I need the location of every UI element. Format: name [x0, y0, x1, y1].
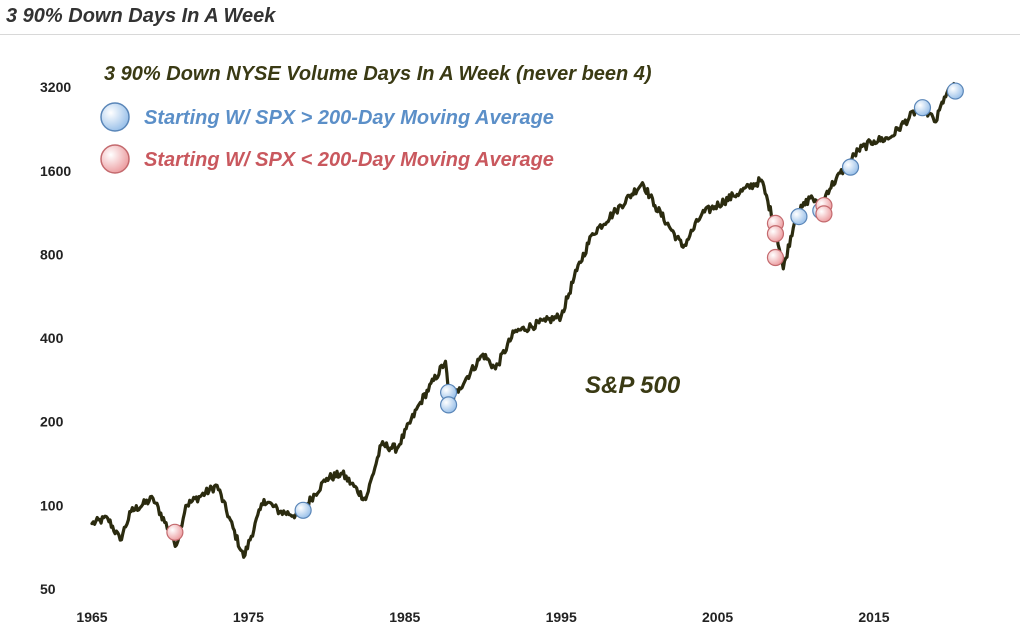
y-tick-label: 100	[40, 497, 64, 513]
x-tick-label: 1975	[233, 609, 264, 625]
marker-below-200dma	[766, 225, 785, 243]
legend: Starting W/ SPX > 200-Day Moving Average…	[100, 102, 554, 174]
marker-above-200dma	[946, 82, 964, 100]
event-markers	[166, 82, 964, 541]
marker-above-200dma	[439, 396, 458, 414]
chart-title: 3 90% Down NYSE Volume Days In A Week (n…	[104, 63, 652, 85]
x-axis: 1965 1975 1985 1995 2005 2015	[76, 609, 889, 625]
sp500-line	[90, 81, 957, 559]
y-axis: 50 100 200 400 800 1600 3200	[40, 79, 71, 597]
y-tick-label: 800	[40, 246, 64, 262]
series-label: S&P 500	[585, 372, 681, 399]
y-tick-label: 1600	[40, 163, 71, 179]
x-tick-label: 1985	[389, 609, 420, 625]
page-title: 3 90% Down Days In A Week	[6, 5, 276, 27]
y-tick-label: 200	[40, 414, 64, 430]
y-tick-label: 400	[40, 330, 64, 346]
marker-above-200dma	[790, 208, 808, 226]
x-tick-label: 1965	[76, 609, 107, 625]
x-tick-label: 1995	[546, 609, 577, 625]
legend-marker-above	[100, 102, 130, 132]
marker-above-200dma	[294, 501, 312, 519]
legend-marker-below	[100, 144, 130, 174]
header-bar: 3 90% Down Days In A Week	[0, 0, 1020, 35]
marker-below-200dma	[166, 523, 184, 541]
y-tick-label: 3200	[40, 79, 71, 95]
marker-below-200dma	[766, 248, 785, 267]
marker-above-200dma	[841, 158, 860, 176]
marker-above-200dma	[913, 99, 932, 117]
x-tick-label: 2015	[858, 609, 889, 625]
marker-below-200dma	[815, 205, 833, 223]
x-tick-label: 2005	[702, 609, 733, 625]
y-tick-label: 50	[40, 581, 56, 597]
legend-label-below: Starting W/ SPX < 200-Day Moving Average	[144, 149, 554, 171]
legend-label-above: Starting W/ SPX > 200-Day Moving Average	[144, 107, 554, 129]
